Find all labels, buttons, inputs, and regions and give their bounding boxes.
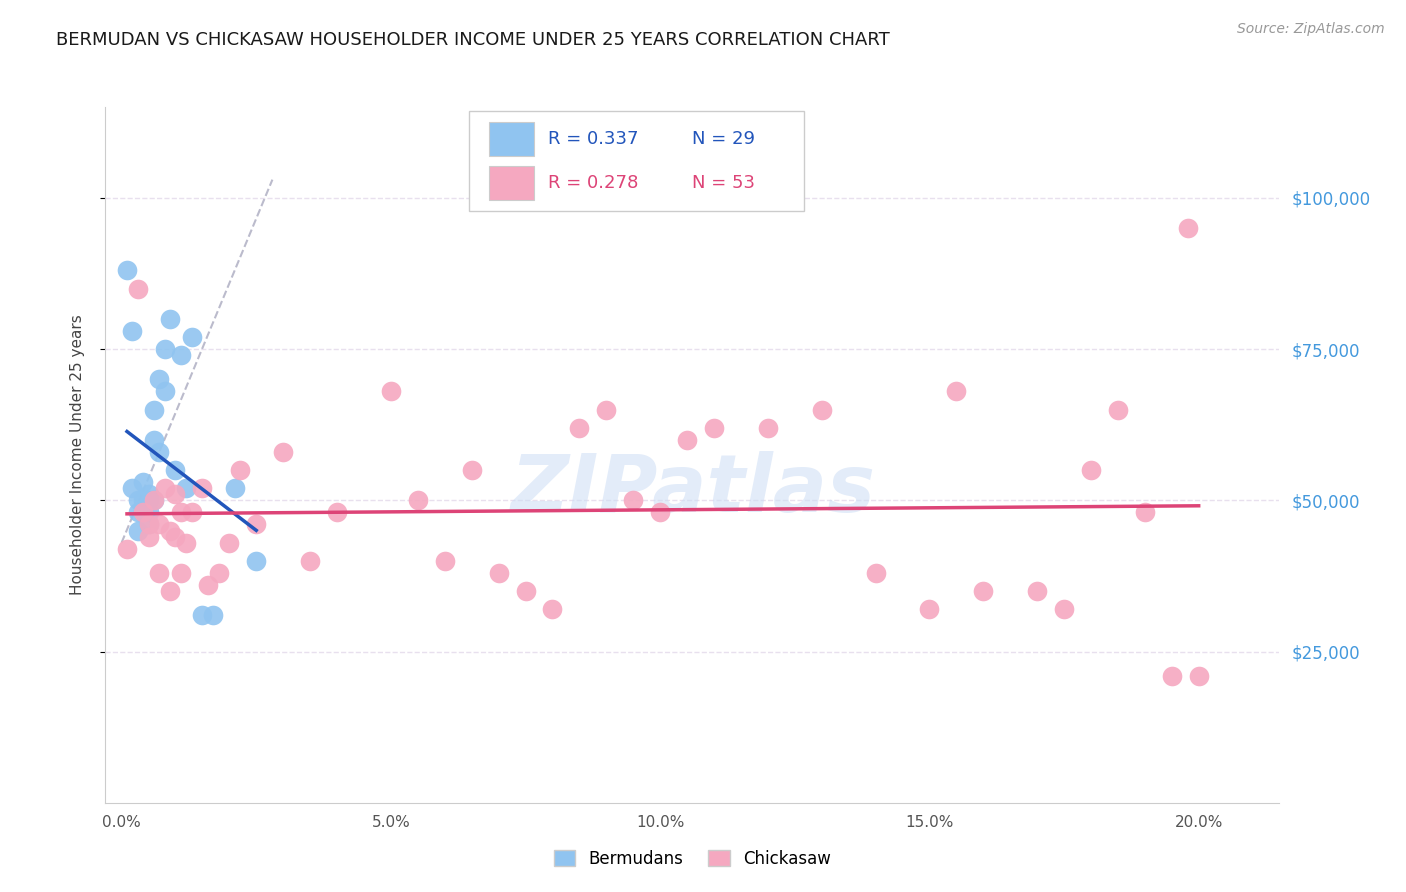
Point (1026, 584, 1049, 599)
Text: N = 29: N = 29 (692, 130, 755, 148)
Point (132, 505, 155, 519)
Point (132, 505, 155, 519)
Point (148, 566, 170, 580)
Point (174, 535, 197, 549)
Point (191, 481, 214, 495)
Point (165, 463, 187, 477)
Point (138, 493, 160, 508)
Point (180, 505, 202, 519)
Point (138, 517, 160, 532)
Point (138, 505, 160, 519)
Point (1080, 463, 1102, 477)
Point (170, 566, 193, 580)
Point (945, 384, 967, 399)
FancyBboxPatch shape (489, 122, 534, 156)
Point (756, 420, 779, 434)
Point (207, 566, 229, 580)
Point (810, 402, 832, 417)
Point (127, 505, 149, 519)
Point (180, 330, 202, 344)
FancyBboxPatch shape (489, 166, 534, 200)
Point (165, 530, 187, 544)
Point (515, 584, 537, 599)
Point (159, 584, 181, 599)
Point (153, 342, 176, 356)
Y-axis label: Householder Income Under 25 years: Householder Income Under 25 years (70, 315, 84, 595)
Point (595, 402, 617, 417)
Point (326, 505, 349, 519)
Point (170, 505, 193, 519)
Point (121, 324, 143, 338)
Point (174, 481, 197, 495)
Point (1177, 221, 1199, 235)
Point (142, 493, 165, 508)
Point (138, 530, 160, 544)
Point (1107, 402, 1129, 417)
Point (197, 578, 219, 592)
Point (218, 535, 240, 549)
Point (621, 493, 644, 508)
Point (460, 463, 482, 477)
Point (224, 481, 246, 495)
Point (229, 463, 252, 477)
Point (142, 493, 165, 508)
Point (132, 475, 155, 490)
Point (1160, 669, 1182, 683)
Point (1188, 669, 1211, 683)
Point (433, 554, 456, 568)
Point (271, 445, 294, 459)
Point (650, 505, 672, 519)
Point (142, 402, 165, 417)
Point (127, 493, 149, 508)
Point (865, 566, 887, 580)
Text: R = 0.337: R = 0.337 (548, 130, 638, 148)
Point (380, 384, 402, 399)
Point (972, 584, 994, 599)
Point (121, 481, 143, 495)
Text: N = 53: N = 53 (692, 174, 755, 192)
Point (245, 517, 267, 532)
Point (148, 517, 170, 532)
Point (406, 493, 429, 508)
Point (165, 487, 187, 501)
Point (153, 384, 176, 399)
Point (488, 566, 510, 580)
Point (170, 348, 193, 362)
Text: ZIPatlas: ZIPatlas (510, 450, 875, 529)
Point (1053, 602, 1076, 616)
Text: R = 0.278: R = 0.278 (548, 174, 638, 192)
Point (676, 433, 699, 447)
Point (299, 554, 322, 568)
Point (918, 602, 941, 616)
Point (541, 602, 564, 616)
Point (115, 541, 138, 556)
Point (191, 608, 214, 623)
Text: BERMUDAN VS CHICKASAW HOUSEHOLDER INCOME UNDER 25 YEARS CORRELATION CHART: BERMUDAN VS CHICKASAW HOUSEHOLDER INCOME… (56, 31, 890, 49)
FancyBboxPatch shape (470, 111, 804, 211)
Point (568, 420, 591, 434)
Point (115, 263, 138, 277)
Point (127, 281, 149, 295)
Point (245, 554, 267, 568)
Point (153, 481, 176, 495)
Point (127, 524, 149, 538)
Point (159, 524, 181, 538)
Point (138, 517, 160, 532)
Legend: Bermudans, Chickasaw: Bermudans, Chickasaw (547, 843, 838, 874)
Point (202, 608, 225, 623)
Point (132, 493, 155, 508)
Point (1133, 505, 1156, 519)
Point (148, 445, 170, 459)
Point (703, 420, 725, 434)
Point (138, 487, 160, 501)
Text: Source: ZipAtlas.com: Source: ZipAtlas.com (1237, 22, 1385, 37)
Point (159, 311, 181, 326)
Point (148, 372, 170, 386)
Point (142, 433, 165, 447)
